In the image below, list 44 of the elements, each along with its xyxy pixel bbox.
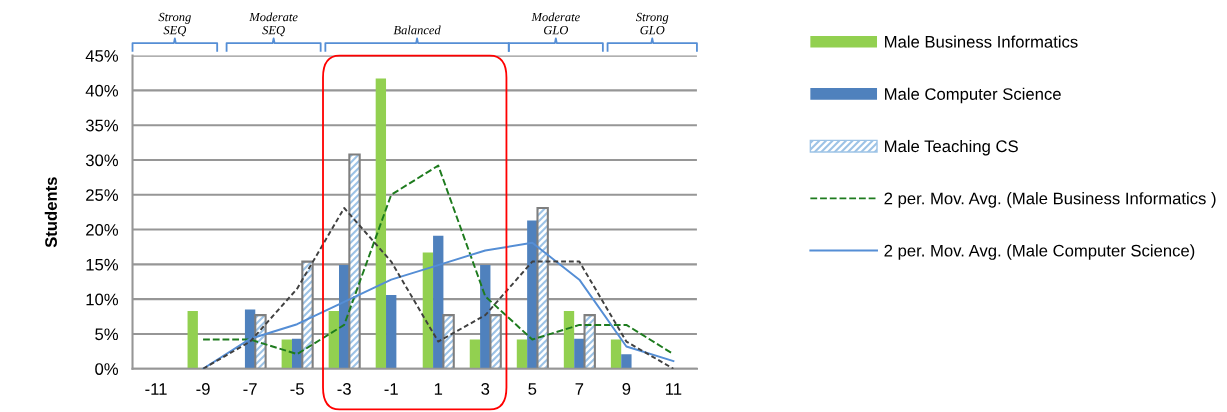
text: Moderate GLO: [531, 12, 580, 35]
y-tick-label: 5%: [95, 328, 119, 341]
legend-label: Male Business Informatics: [885, 35, 1078, 48]
bar: [516, 339, 528, 369]
x-tick-label: -1: [384, 383, 398, 395]
y-tick-label: 0%: [95, 363, 119, 375]
text: Strong SEQ: [158, 12, 191, 37]
line-series: [202, 207, 675, 369]
x-tick-label: -9: [196, 383, 210, 395]
x-tick-label: 1: [434, 383, 443, 395]
y-tick-label: 30%: [85, 154, 119, 167]
text: Balanced: [393, 25, 441, 35]
x-tick-label: -5: [290, 383, 304, 395]
bar: [386, 294, 397, 369]
y-axis-title: Students: [44, 177, 57, 248]
x-tick-label: -11: [145, 383, 167, 395]
legend-label: 2 per. Mov. Avg. (Male Computer Science): [884, 244, 1195, 260]
bar: [422, 252, 434, 369]
bar: [610, 339, 622, 369]
bar: [187, 310, 198, 369]
y-tick-label: 20%: [86, 223, 119, 236]
text: Strong GLO: [635, 12, 669, 35]
y-tick-label: 10%: [86, 293, 119, 306]
x-tick-label: -7: [243, 383, 257, 395]
bar: [328, 310, 339, 369]
text: Moderate SEQ: [249, 12, 298, 37]
legend-label: Male Computer Science: [885, 87, 1061, 104]
bar: [563, 310, 575, 369]
x-tick-label: 11: [666, 383, 682, 395]
bar: [469, 339, 481, 369]
y-tick-label: 45%: [85, 50, 119, 62]
legend-label: Male Teaching CS: [885, 139, 1018, 156]
y-tick-label: 15%: [86, 258, 119, 271]
y-tick-label: 35%: [85, 119, 119, 132]
x-tick-label: 5: [528, 383, 537, 395]
x-tick-label: 9: [622, 383, 631, 395]
y-tick-label: 40%: [85, 84, 119, 97]
bar: [375, 78, 387, 369]
x-tick-label: 3: [481, 383, 490, 395]
bar: [621, 354, 632, 369]
legend-label: 2 per. Mov. Avg. (Male Business Informatics ): [884, 192, 1216, 208]
y-tick-label: 25%: [86, 189, 119, 201]
x-tick-label: 7: [575, 383, 584, 395]
x-tick-label: -3: [337, 383, 351, 395]
